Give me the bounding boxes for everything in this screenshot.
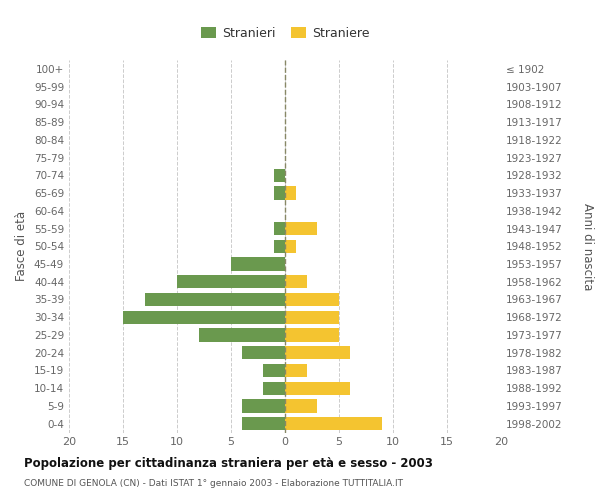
Bar	[285, 275, 307, 288]
Bar	[274, 222, 285, 235]
Bar	[274, 168, 285, 182]
Bar	[285, 328, 339, 342]
Bar	[242, 417, 285, 430]
Bar	[285, 417, 382, 430]
Bar	[285, 382, 350, 395]
Bar	[285, 186, 296, 200]
Bar	[199, 328, 285, 342]
Bar	[263, 364, 285, 377]
Bar	[242, 346, 285, 360]
Bar	[285, 293, 339, 306]
Bar	[285, 346, 350, 360]
Bar	[263, 382, 285, 395]
Bar	[145, 293, 285, 306]
Text: Popolazione per cittadinanza straniera per età e sesso - 2003: Popolazione per cittadinanza straniera p…	[24, 458, 433, 470]
Bar	[274, 240, 285, 253]
Bar	[123, 310, 285, 324]
Bar	[285, 222, 317, 235]
Bar	[242, 399, 285, 412]
Bar	[231, 258, 285, 270]
Legend: Stranieri, Straniere: Stranieri, Straniere	[196, 22, 374, 44]
Bar	[285, 310, 339, 324]
Text: COMUNE DI GENOLA (CN) - Dati ISTAT 1° gennaio 2003 - Elaborazione TUTTITALIA.IT: COMUNE DI GENOLA (CN) - Dati ISTAT 1° ge…	[24, 479, 403, 488]
Bar	[177, 275, 285, 288]
Y-axis label: Fasce di età: Fasce di età	[16, 211, 28, 282]
Bar	[285, 240, 296, 253]
Bar	[285, 399, 317, 412]
Y-axis label: Anni di nascita: Anni di nascita	[581, 202, 593, 290]
Bar	[274, 186, 285, 200]
Bar	[285, 364, 307, 377]
